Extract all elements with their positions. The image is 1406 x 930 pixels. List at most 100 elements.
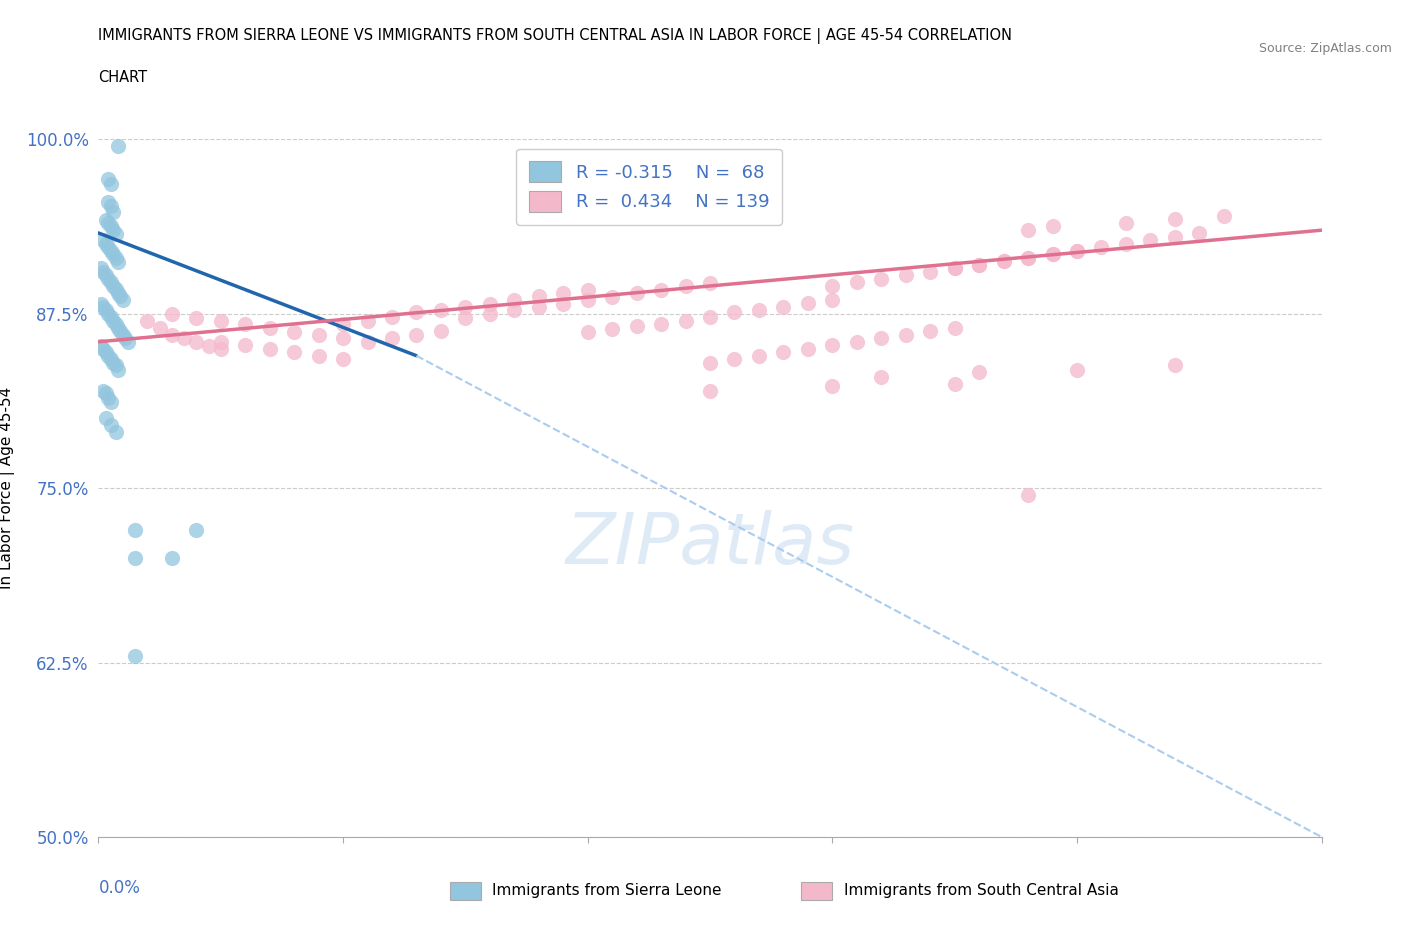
Point (1115, 216, 1137, 231)
Point (94, 268, 117, 283)
Point (107, 363, 129, 378)
Point (1212, 209, 1234, 224)
Point (553, 286, 575, 300)
Point (920, 265, 942, 280)
Point (870, 369, 893, 384)
Text: Source: ZipAtlas.com: Source: ZipAtlas.com (1258, 42, 1392, 55)
Point (124, 523, 146, 538)
Point (1164, 358, 1187, 373)
Point (136, 313, 159, 328)
Point (104, 425, 127, 440)
Text: CHART: CHART (98, 70, 148, 85)
Point (111, 292, 134, 307)
Point (454, 311, 477, 325)
Point (110, 324, 132, 339)
Point (943, 260, 966, 275)
Point (101, 278, 124, 293)
Point (173, 330, 195, 345)
Point (90, 297, 112, 312)
Point (104, 282, 127, 297)
Point (97, 272, 120, 286)
Point (259, 341, 281, 356)
Point (894, 268, 917, 283)
Point (107, 255, 129, 270)
Point (1042, 219, 1064, 233)
Point (967, 365, 990, 380)
Point (845, 274, 868, 289)
Point (308, 327, 330, 342)
Point (430, 324, 453, 339)
Point (97, 307, 120, 322)
Point (699, 355, 721, 370)
Point (110, 288, 132, 303)
Point (675, 313, 697, 328)
Point (233, 316, 256, 331)
Point (283, 344, 305, 359)
Point (100, 418, 122, 432)
Point (101, 355, 124, 370)
Point (1090, 239, 1112, 254)
Point (993, 254, 1015, 269)
Point (1066, 244, 1088, 259)
Point (233, 338, 256, 352)
Point (870, 330, 893, 345)
Point (600, 322, 623, 337)
Point (186, 523, 208, 538)
Point (675, 278, 697, 293)
Point (100, 309, 122, 325)
Point (332, 316, 354, 331)
Point (943, 320, 966, 336)
Point (107, 286, 129, 300)
Point (100, 274, 122, 289)
Point (626, 286, 648, 300)
Point (100, 244, 122, 259)
Point (107, 320, 129, 336)
Point (97, 216, 120, 231)
Point (332, 352, 354, 366)
Point (97, 171, 120, 186)
Point (209, 341, 232, 356)
Point (101, 246, 124, 261)
Point (699, 275, 721, 290)
Point (149, 320, 172, 336)
Point (576, 292, 599, 307)
Point (94, 386, 117, 401)
Point (1164, 230, 1187, 245)
Point (107, 139, 129, 153)
Point (283, 325, 305, 339)
Point (1017, 251, 1039, 266)
Point (503, 292, 526, 307)
Point (197, 339, 219, 353)
Point (94, 213, 117, 228)
Text: ZIPatlas: ZIPatlas (565, 510, 855, 578)
Text: IMMIGRANTS FROM SIERRA LEONE VS IMMIGRANTS FROM SOUTH CENTRAL ASIA IN LABOR FORC: IMMIGRANTS FROM SIERRA LEONE VS IMMIGRAN… (98, 28, 1012, 44)
Point (405, 305, 427, 320)
Point (626, 319, 648, 334)
Text: Immigrants from Sierra Leone: Immigrants from Sierra Leone (492, 884, 721, 898)
Point (97, 195, 120, 210)
Point (478, 307, 501, 322)
Point (870, 272, 893, 286)
Point (748, 349, 770, 364)
Point (699, 383, 721, 398)
Point (993, 254, 1015, 269)
Point (1188, 225, 1211, 240)
Point (1042, 246, 1064, 261)
Point (94, 237, 117, 252)
Point (821, 278, 844, 293)
Point (259, 320, 281, 336)
Point (576, 325, 599, 339)
Point (101, 205, 124, 219)
Point (772, 299, 794, 314)
Point (748, 302, 770, 317)
Point (97, 349, 120, 364)
Point (308, 349, 330, 364)
Point (100, 199, 122, 214)
Point (797, 295, 820, 310)
Point (160, 327, 183, 342)
Point (1017, 251, 1039, 266)
Point (650, 316, 672, 331)
Point (101, 222, 124, 237)
Point (723, 352, 745, 366)
Point (186, 335, 208, 350)
